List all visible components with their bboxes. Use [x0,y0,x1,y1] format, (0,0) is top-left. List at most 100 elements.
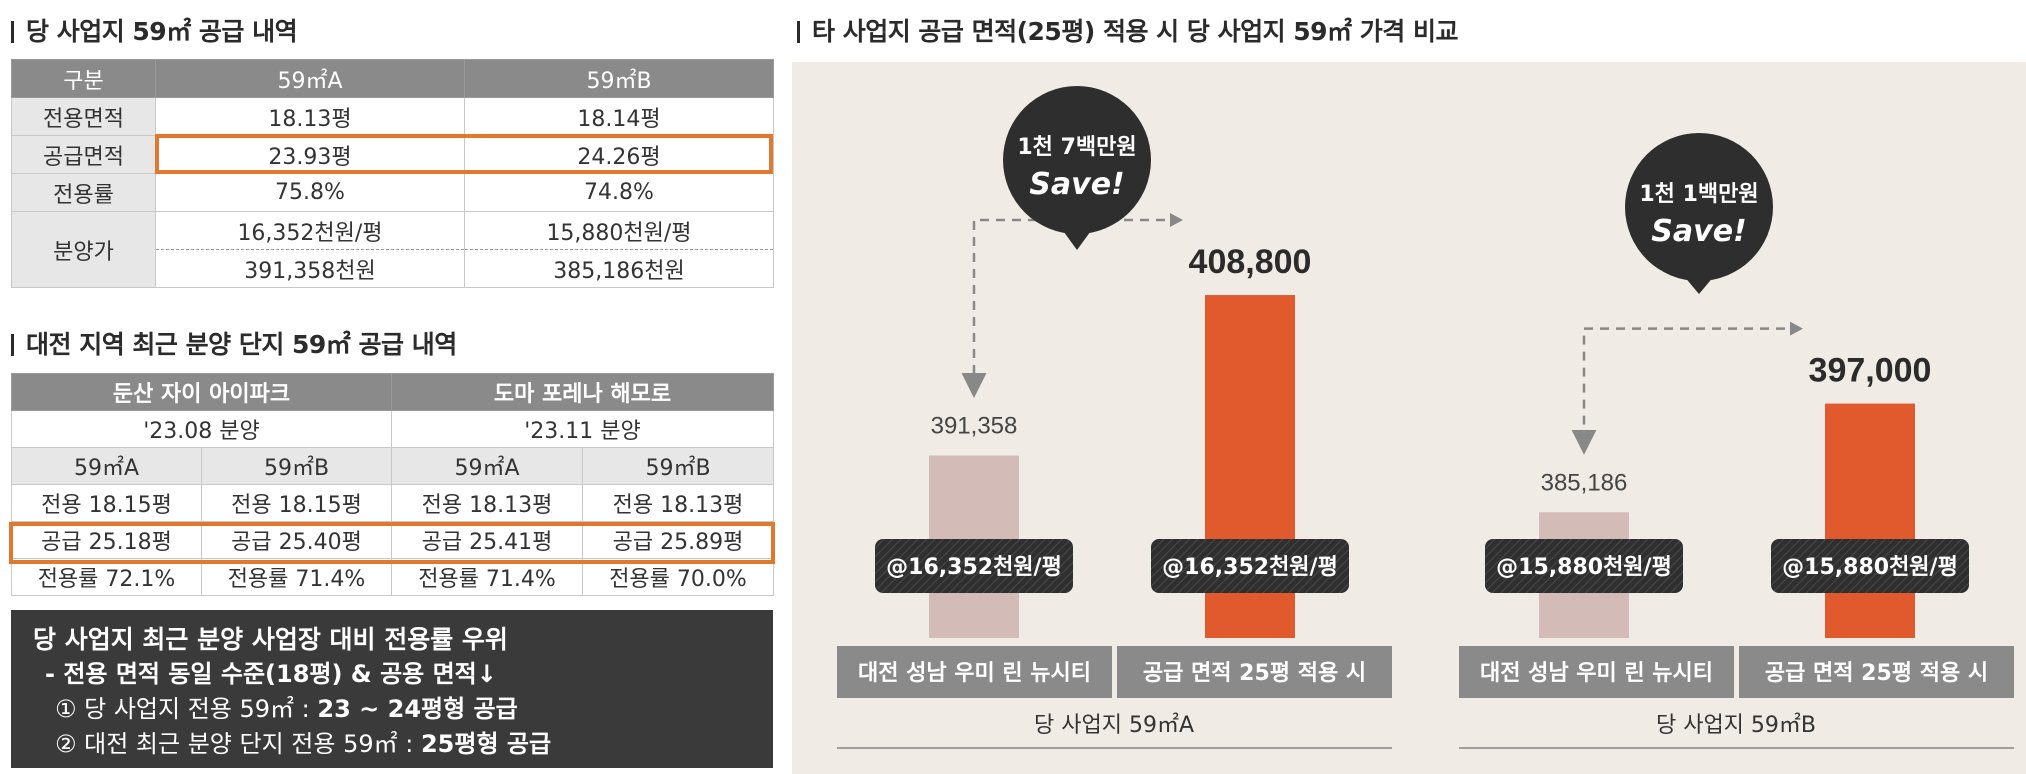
supply-cell: 공급 25.41평 [391,521,583,559]
exclusive-cell: 전용 18.15평 [201,484,392,522]
unit-price-pill [1151,539,1349,593]
section-title-supply: 당 사업지 59㎡ 공급 내역 [11,12,298,48]
unit-price-pill [1485,539,1683,593]
complex-name-row: 둔산 자이 아이파크 도마 포레나 해모로 [11,373,774,411]
type-cell: 59㎡A [391,447,583,485]
price-comparison-chart: 391,358 @16,352천원/평 408,800 @16,352천원/평대전 성… [837,86,2014,749]
header-category: 구분 [11,59,156,98]
exclusive-cell: 전용 18.13평 [391,484,583,522]
exclusive-cell: 전용 18.13평 [582,484,774,522]
summary-subline: - 전용 면적 동일 수준(18평) & 공용 면적↓ [45,660,497,688]
type-cell: 59㎡B [582,447,774,485]
complex-name: 도마 포레나 해모로 [391,373,774,411]
exclusive-cell: 전용 18.15평 [11,484,202,522]
group-label: 당 사업지 59㎡B [1656,712,1816,738]
table-row-price-total: 391,358천원 385,186천원 [12,249,774,288]
summary-point-2: ② 대전 최근 분양 단지 전용 59㎡ : 25평형 공급 [33,727,773,762]
group-label: 당 사업지 59㎡A [1034,712,1194,738]
cell-a: 18.13평 [155,97,465,136]
complex-date: '23.11 분양 [391,410,774,448]
cell-b: 74.8% [464,173,774,212]
summary-point-emphasis: 25평형 공급 [420,730,552,758]
type-cell: 59㎡A [11,447,202,485]
bar-value-label: 385,186 [1541,469,1628,496]
section-title-text: 대전 지역 최근 분양 단지 59㎡ 공급 내역 [26,330,457,359]
title-bar-marker [11,334,14,356]
row-label: 전용률 [11,173,156,212]
cell-b-price-per: 15,880천원/평 [464,211,774,250]
bar-value-label: 408,800 [1189,243,1312,281]
save-text: Save! [1651,214,1746,249]
section-title-text: 당 사업지 59㎡ 공급 내역 [26,17,298,46]
supply-row: 공급 25.18평 공급 25.40평 공급 25.41평 공급 25.89평 [11,521,774,559]
summary-point-text: ② 대전 최근 분양 단지 전용 59㎡ : [55,730,421,758]
table-header-row: 구분 59㎡A 59㎡B [11,59,774,98]
category-label-box [837,646,1112,698]
recent-supply-table: 둔산 자이 아이파크 도마 포레나 해모로 '23.08 분양 '23.11 분… [11,373,774,596]
unit-price-pill [875,539,1073,593]
unit-price-pill [1771,539,1969,593]
supply-cell: 공급 25.18평 [11,521,202,559]
category-label: 공급 면적 25평 적용 시 [1765,661,1988,686]
dashed-arrow [961,218,1165,399]
save-text: Save! [1029,167,1124,202]
ratio-cell: 전용률 71.4% [391,558,583,596]
row-label-price: 분양가 [11,211,156,288]
save-bubble-tail [1061,228,1093,250]
header-type-b: 59㎡B [464,59,774,98]
title-bar-marker [11,21,14,43]
summary-point-text: ① 당 사업지 전용 59㎡ : [55,695,318,723]
unit-price-label: @16,352천원/평 [1162,555,1338,580]
ratio-cell: 전용률 71.4% [201,558,392,596]
dashed-arrow [1571,327,1785,455]
table-row-price-per: 분양가 16,352천원/평 15,880천원/평 [11,211,774,288]
supply-table: 구분 59㎡A 59㎡B 전용면적 18.13평 18.14평 공급면적 23.… [11,59,774,288]
header-type-a: 59㎡A [155,59,465,98]
category-label-box [1117,646,1392,698]
bar-compare-price [1825,403,1915,638]
section-title-comparison: 타 사업지 공급 면적(25평) 적용 시 당 사업지 59㎡ 가격 비교 [797,12,1458,48]
category-label-box [1459,646,1734,698]
save-amount: 1천 1백만원 [1639,182,1758,207]
category-label: 대전 성남 우미 린 뉴시티 [858,661,1091,686]
unit-price-label: @15,880천원/평 [1782,555,1958,580]
section-title-recent: 대전 지역 최근 분양 단지 59㎡ 공급 내역 [11,325,457,361]
table-row: 전용률 75.8% 74.8% [11,173,774,212]
exclusive-row: 전용 18.15평 전용 18.15평 전용 18.13평 전용 18.13평 [11,484,774,522]
table-row: 전용면적 18.13평 18.14평 [11,97,774,136]
supply-cell: 공급 25.89평 [582,521,774,559]
save-bubble-tail [1683,275,1715,294]
ratio-row: 전용률 72.1% 전용률 71.4% 전용률 71.4% 전용률 70.0% [11,558,774,596]
row-label: 공급면적 [11,135,156,174]
summary-point-1: ① 당 사업지 전용 59㎡ : 23 ~ 24평형 공급 [33,692,773,727]
ratio-cell: 전용률 72.1% [11,558,202,596]
cell-b: 24.26평 [464,135,774,174]
table-row: 공급면적 23.93평 24.26평 [11,135,774,174]
arrow-head [1170,213,1183,228]
cell-a: 23.93평 [155,135,465,174]
complex-name: 둔산 자이 아이파크 [11,373,392,411]
complex-date: '23.08 분양 [11,410,392,448]
summary-headline: 당 사업지 최근 분양 사업장 대비 전용률 우위 [33,625,508,654]
complex-date-row: '23.08 분양 '23.11 분양 [11,410,774,448]
ratio-cell: 전용률 70.0% [582,558,774,596]
category-label: 공급 면적 25평 적용 시 [1143,661,1366,686]
supply-cell: 공급 25.40평 [201,521,392,559]
type-row: 59㎡A 59㎡B 59㎡A 59㎡B [11,447,774,485]
save-bubble [1003,86,1151,234]
category-label-box [1739,646,2014,698]
unit-price-label: @16,352천원/평 [886,555,1062,580]
bar-value-label: 391,358 [931,413,1018,440]
unit-price-label: @15,880천원/평 [1496,555,1672,580]
cell-b-price-total: 385,186천원 [464,249,774,288]
title-bar-marker [797,21,800,43]
arrow-head [1790,321,1803,336]
save-amount: 1천 7백만원 [1017,135,1136,160]
cell-b: 18.14평 [464,97,774,136]
cell-a-price-total: 391,358천원 [155,249,465,288]
summary-point-emphasis: 23 ~ 24평형 공급 [317,695,518,723]
bar-value-label: 397,000 [1809,352,1932,390]
category-label: 대전 성남 우미 린 뉴시티 [1480,661,1713,686]
type-cell: 59㎡B [201,447,392,485]
